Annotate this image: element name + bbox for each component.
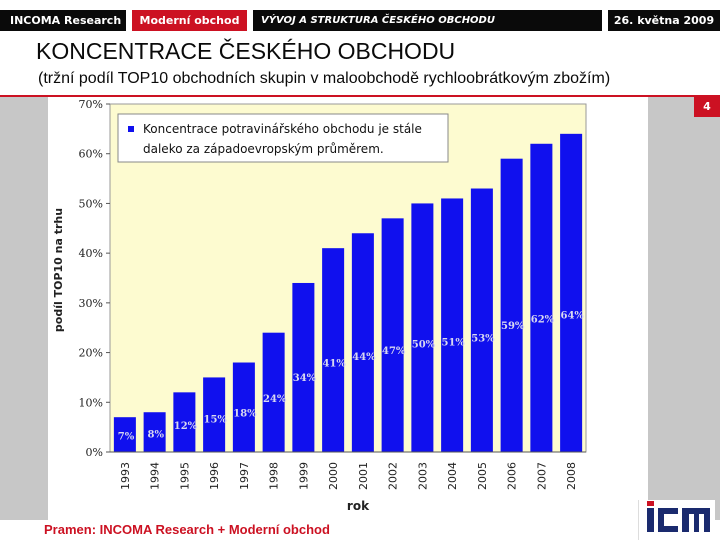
- bar: [530, 143, 553, 452]
- bar: [322, 248, 345, 452]
- header-bar: INCOMA Research Moderní obchod VÝVOJ A S…: [0, 0, 720, 31]
- y-tick-label: 60%: [79, 148, 103, 161]
- data-label: 51%: [442, 338, 466, 349]
- partner-tag: Moderní obchod: [132, 10, 247, 31]
- bar: [351, 233, 374, 452]
- source-note: Pramen: INCOMA Research + Moderní obchod: [44, 520, 720, 540]
- x-tick-label: 1997: [238, 462, 251, 490]
- slide-title: KONCENTRACE ČESKÉHO OBCHODU: [36, 38, 456, 64]
- data-label: 15%: [204, 415, 228, 426]
- section-tag: VÝVOJ A STRUKTURA ČESKÉHO OBCHODU: [253, 10, 602, 31]
- data-label: 41%: [323, 358, 347, 369]
- x-tick-label: 1995: [178, 462, 191, 490]
- bar: [470, 188, 493, 452]
- y-axis-title: podíl TOP10 na trhu: [52, 208, 65, 332]
- x-tick-label: 2003: [416, 462, 429, 490]
- x-tick-label: 1994: [149, 462, 162, 490]
- brand-tag: INCOMA Research: [0, 10, 126, 31]
- data-label: 62%: [531, 315, 555, 326]
- bar: [113, 417, 136, 452]
- legend-marker: [128, 126, 134, 132]
- legend-box: [117, 113, 449, 163]
- source-text: Pramen: INCOMA Research + Moderní obchod: [44, 522, 330, 537]
- x-tick-label: 1993: [119, 462, 132, 490]
- x-tick-label: 1998: [268, 462, 281, 490]
- bar: [232, 362, 255, 452]
- bar: [441, 198, 464, 452]
- data-label: 64%: [561, 310, 585, 321]
- x-tick-label: 2002: [387, 462, 400, 490]
- data-label: 18%: [233, 408, 257, 419]
- y-tick-label: 30%: [79, 297, 103, 310]
- bar: [560, 133, 583, 453]
- bar: [143, 412, 166, 452]
- x-tick-label: 1996: [208, 462, 221, 490]
- x-tick-label: 2000: [327, 462, 340, 490]
- page-number: 4: [694, 97, 720, 117]
- data-label: 12%: [174, 421, 198, 432]
- bar: [262, 332, 285, 452]
- data-label: 8%: [147, 429, 164, 440]
- x-tick-label: 2005: [476, 462, 489, 490]
- y-tick-label: 40%: [79, 247, 103, 260]
- y-tick-label: 50%: [79, 197, 103, 210]
- y-tick-label: 0%: [86, 446, 103, 459]
- x-tick-label: 2008: [565, 462, 578, 490]
- bar: [292, 282, 315, 452]
- x-tick-label: 2006: [506, 462, 519, 490]
- x-tick-label: 1999: [297, 462, 310, 490]
- bar: [381, 218, 404, 452]
- bar: [500, 158, 523, 452]
- data-label: 24%: [263, 394, 287, 405]
- date-tag: 26. května 2009: [608, 10, 720, 31]
- data-label: 50%: [412, 340, 436, 351]
- y-tick-label: 70%: [79, 98, 103, 111]
- data-label: 59%: [501, 321, 525, 332]
- x-axis-title: rok: [347, 499, 370, 513]
- company-logo: [638, 500, 715, 540]
- data-label: 44%: [352, 352, 376, 363]
- bar: [203, 377, 226, 452]
- legend-line-2: daleko za západoevropským průměrem.: [143, 142, 384, 156]
- data-label: 7%: [118, 431, 135, 442]
- slide-subtitle: (tržní podíl TOP10 obchodních skupin v m…: [38, 70, 611, 87]
- x-tick-label: 2001: [357, 462, 370, 490]
- legend-line-1: Koncentrace potravinářského obchodu je s…: [143, 122, 422, 136]
- x-tick-label: 2004: [446, 462, 459, 490]
- y-tick-label: 10%: [79, 396, 103, 409]
- data-label: 34%: [293, 373, 317, 384]
- x-tick-label: 2007: [535, 462, 548, 490]
- logo-icon: [647, 501, 710, 532]
- divider: [0, 95, 720, 97]
- bar: [173, 392, 196, 452]
- y-tick-label: 20%: [79, 347, 103, 360]
- bar: [411, 203, 434, 452]
- data-label: 53%: [471, 333, 495, 344]
- data-label: 47%: [382, 346, 406, 357]
